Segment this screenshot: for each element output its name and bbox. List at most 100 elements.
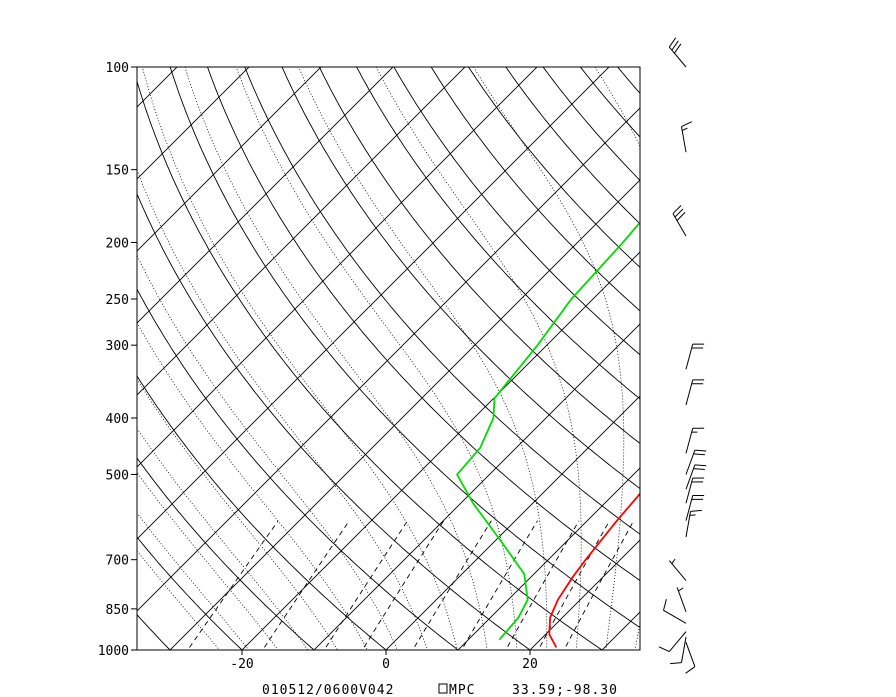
mixing-ratio-line <box>505 520 580 650</box>
mixing-ratio-line <box>537 520 610 650</box>
wind-barb <box>668 37 687 68</box>
moist-adiabat-line <box>137 378 338 650</box>
footer-source: MPC <box>449 683 475 697</box>
pressure-tick-label: 100 <box>106 61 129 76</box>
moist-adiabat-line <box>235 67 518 650</box>
wind-barb-feather <box>693 453 705 456</box>
wind-barb-staff <box>680 636 687 663</box>
temperature-tick-label: 0 <box>382 657 390 672</box>
isotherm-line <box>137 67 538 468</box>
wind-barb-staff <box>685 449 696 475</box>
dry-adiabat-line <box>137 457 315 650</box>
pressure-tick-label: 700 <box>106 554 129 569</box>
dry-adiabat-line <box>137 192 531 650</box>
dry-adiabat-line <box>707 42 896 662</box>
temperature-axis: -20 0 20 <box>230 650 538 672</box>
isotherm-line <box>650 40 896 674</box>
moist-adiabat-line <box>137 471 279 650</box>
wind-barb-half-feather <box>671 558 676 564</box>
temperature-tick-label: 20 <box>522 657 538 672</box>
wind-barb-feather <box>674 208 684 218</box>
wind-barb-feather <box>693 468 705 471</box>
isotherm-line <box>313 323 640 650</box>
pressure-tick-label: 1000 <box>98 644 129 659</box>
moist-adiabat-line <box>137 254 398 650</box>
wind-barb-staff <box>663 609 687 624</box>
footer-location: 33.59;-98.30 <box>512 683 618 697</box>
wind-barbs <box>658 37 707 674</box>
dry-adiabat-line <box>137 79 603 650</box>
dry-adiabat-line <box>137 536 243 650</box>
wind-barb-staff <box>685 477 694 504</box>
isotherm-line <box>601 611 640 650</box>
dry-adiabat-line <box>430 67 640 312</box>
moist-adiabat-line <box>137 550 221 650</box>
wind-barb-half-feather <box>689 514 696 516</box>
mixing-ratio-line <box>461 520 538 650</box>
dry-adiabat-line <box>505 67 640 225</box>
dry-adiabat-line <box>207 67 640 582</box>
isotherm-line <box>137 67 394 324</box>
moist-adiabat-line <box>662 67 744 662</box>
isotherm-line <box>137 67 322 252</box>
dry-adiabat-line <box>671 42 896 662</box>
mixing-ratio-line <box>262 520 350 650</box>
isotherm-line <box>722 40 896 674</box>
isotherm-line <box>457 467 640 650</box>
wind-barb <box>658 631 687 652</box>
wind-barb-staff <box>685 511 692 538</box>
wind-barb <box>685 642 696 674</box>
wind-barb-staff <box>685 464 696 490</box>
dry-adiabat-line <box>281 67 640 490</box>
dry-adiabat-line <box>318 67 640 445</box>
moist-adiabat-line <box>473 67 625 650</box>
mixing-ratio-line <box>412 520 492 650</box>
temperature-profile-line <box>548 492 640 648</box>
wind-barb-staff <box>685 344 694 370</box>
wind-barb <box>672 205 687 237</box>
wind-barb <box>670 636 687 665</box>
temperature-tick-label: -20 <box>230 657 253 672</box>
dry-adiabat-line <box>356 67 640 400</box>
wind-barb <box>685 509 702 538</box>
isotherm-line <box>794 40 896 674</box>
moist-adiabat-line <box>184 67 488 650</box>
isotherm-line <box>385 395 640 650</box>
wind-barb-feather <box>674 43 682 54</box>
dry-adiabat-line <box>634 42 896 662</box>
dry-adiabat-line <box>617 67 640 94</box>
wind-barb-half-feather <box>678 587 684 592</box>
wind-barb-feather <box>662 599 667 611</box>
wind-barb-staff <box>668 560 687 581</box>
moist-adiabat-line <box>298 67 548 650</box>
wind-barb-half-feather <box>681 127 688 131</box>
moist-adiabat-line <box>137 512 250 650</box>
wind-barb-staff <box>685 428 694 454</box>
dry-adiabat-line <box>137 288 459 650</box>
isotherm-line <box>169 179 640 650</box>
pressure-tick-label: 250 <box>106 293 129 308</box>
background-grid <box>137 40 896 674</box>
wind-barb <box>685 477 705 504</box>
wind-barb <box>685 494 705 521</box>
wind-barb-staff <box>676 587 687 612</box>
footer-source-box-icon <box>438 683 448 694</box>
pressure-axis: 100 150 200 250 300 400 500 700 850 1000 <box>98 61 137 659</box>
wind-barb-feather <box>690 509 702 512</box>
wind-barb-feather <box>672 205 682 214</box>
mixing-ratio-line <box>323 520 409 650</box>
wind-barb <box>685 464 707 490</box>
wind-barb <box>668 558 687 581</box>
mixing-ratio-line <box>187 520 279 650</box>
pressure-tick-label: 500 <box>106 468 129 483</box>
sounding-profiles <box>456 221 640 648</box>
wind-barb-feather <box>676 212 686 221</box>
moist-adiabat-line <box>137 427 309 650</box>
wind-barb <box>680 121 693 153</box>
isotherm-line <box>137 107 640 612</box>
dry-adiabat-line <box>743 42 896 662</box>
dry-adiabat-line <box>468 67 640 268</box>
wind-barb-feather <box>671 40 679 51</box>
dry-adiabat-line <box>169 67 640 629</box>
pressure-tick-label: 200 <box>106 237 129 252</box>
